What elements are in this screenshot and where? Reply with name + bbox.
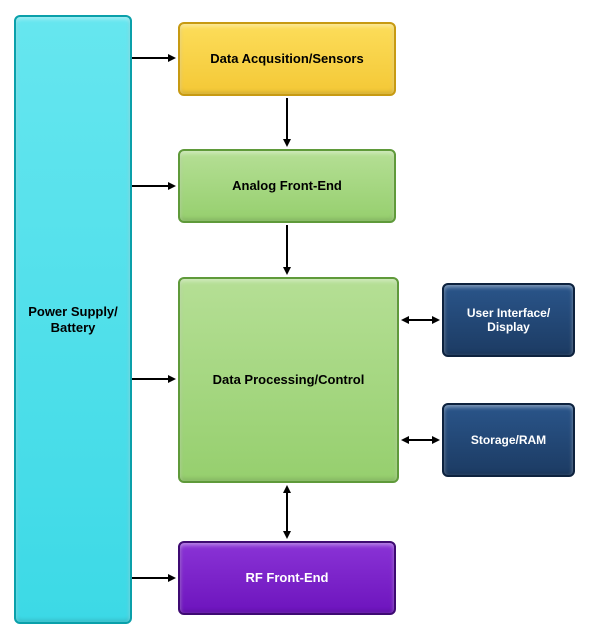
node-power: Power Supply/Battery xyxy=(14,15,132,624)
node-power-label: Power Supply/Battery xyxy=(28,304,118,335)
node-dpc: Data Processing/Control xyxy=(178,277,399,483)
node-storage: Storage/RAM xyxy=(442,403,575,477)
node-sensors: Data Acqusition/Sensors xyxy=(178,22,396,96)
node-rf: RF Front-End xyxy=(178,541,396,615)
node-sensors-label: Data Acqusition/Sensors xyxy=(210,51,363,67)
node-rf-label: RF Front-End xyxy=(245,570,328,586)
node-ui: User Interface/Display xyxy=(442,283,575,357)
node-dpc-label: Data Processing/Control xyxy=(213,372,365,388)
diagram-canvas: Power Supply/Battery Data Acqusition/Sens… xyxy=(0,0,596,639)
node-afe-label: Analog Front-End xyxy=(232,178,342,194)
node-storage-label: Storage/RAM xyxy=(471,433,546,447)
node-afe: Analog Front-End xyxy=(178,149,396,223)
node-ui-label: User Interface/Display xyxy=(467,306,550,335)
